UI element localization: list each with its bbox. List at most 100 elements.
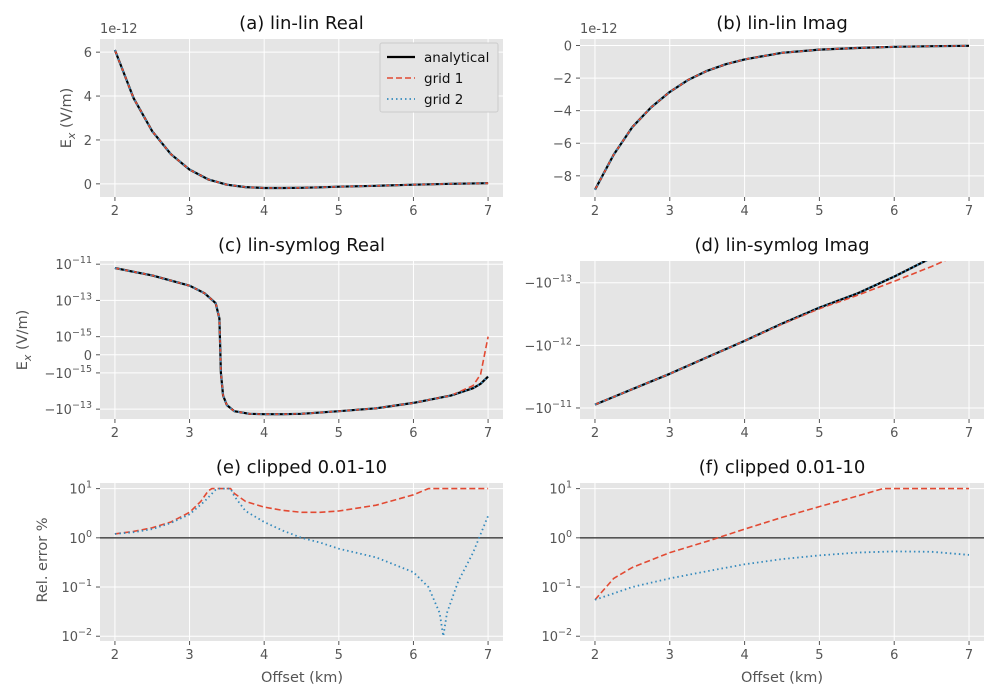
tick-label: −10−13: [525, 274, 573, 292]
xlabel-panel-e: Offset (km): [261, 670, 343, 686]
x-tick-label: 5: [815, 204, 823, 219]
xlabel-panel-f: Offset (km): [741, 670, 823, 686]
series-line-grid2: [594, 44, 970, 191]
x-tick-label: 7: [484, 204, 492, 219]
plot-area: [594, 261, 947, 406]
tick-label: −10−12: [525, 336, 573, 354]
x-tick-label: 2: [591, 426, 599, 441]
tick-label: −6: [553, 137, 572, 152]
panel-e-clipped-rel-error: 2 3 4 5 6 7 10−2 10−1 100 101 (e) clipped 0.01-10: [61, 457, 503, 663]
plot-area: [113, 49, 489, 190]
plot-background: [580, 39, 984, 197]
tick-label: 0: [564, 40, 572, 55]
plot-background: [580, 483, 984, 641]
plot-area: [114, 267, 489, 416]
x-tick-label: 3: [185, 648, 193, 663]
series-line-grid1: [114, 267, 489, 415]
tick-label: −10−15: [45, 364, 93, 382]
tick-label: −4: [553, 105, 572, 120]
tick-label: 10−2: [61, 627, 92, 645]
axis-offset-text: 1e-12: [100, 22, 138, 37]
x-tick-label: 5: [335, 204, 343, 219]
x-tick-label: 3: [185, 204, 193, 219]
tick-label: 10−1: [541, 578, 572, 596]
axis-offset-text: 1e-12: [580, 22, 618, 37]
x-tick-label: 3: [666, 648, 674, 663]
panel-title: (e) clipped 0.01-10: [216, 457, 387, 478]
tick-label: −10−13: [45, 400, 93, 418]
series-line-grid1: [594, 487, 969, 601]
legend-label-grid1: grid 1: [424, 71, 463, 87]
panel-f-clipped-rel-error: 2 3 4 5 6 7 10−2 10−1 100 101 (f) clipped 0.01-10: [541, 457, 984, 663]
x-tick-label: 6: [409, 426, 417, 441]
x-tick-label: 5: [335, 426, 343, 441]
x-tick-label: 3: [185, 426, 193, 441]
tick-label: 100: [549, 529, 572, 547]
tick-label: 4: [84, 90, 92, 105]
plot-area: [594, 44, 970, 191]
x-tick-label: 6: [890, 648, 898, 663]
x-tick-label: 4: [260, 648, 268, 663]
tick-label: −2: [553, 72, 572, 87]
x-tick-label: 5: [815, 426, 823, 441]
plot-background: [100, 261, 503, 419]
plot-area: [580, 487, 984, 601]
panel-d-lin-symlog-imag: 2 3 4 5 6 7 −10−13 −10−12 −10−11 (d) lin-symlog I…: [525, 235, 984, 441]
panel-title: (c) lin-symlog Real: [218, 235, 385, 256]
ylabel-panel-a: Ex (V/m): [59, 88, 78, 149]
panel-title: (b) lin-lin Imag: [716, 13, 848, 34]
plot-area: [100, 487, 503, 638]
panel-title: (a) lin-lin Real: [239, 13, 364, 34]
panel-title: (d) lin-symlog Imag: [694, 235, 869, 256]
x-tick-label: 6: [409, 204, 417, 219]
x-tick-label: 2: [111, 648, 119, 663]
tick-label: 10−11: [55, 255, 92, 273]
series-line-grid1: [114, 487, 489, 535]
ylabel-panel-e: Rel. error %: [35, 517, 51, 602]
legend-label-grid2: grid 2: [424, 92, 463, 108]
tick-label: 6: [84, 46, 92, 61]
x-tick-label: 2: [591, 648, 599, 663]
tick-label: −8: [553, 170, 572, 185]
panel-b-lin-lin-imag: 2 3 4 5 6 7 0 −2 −4 −6 −8 1e-12 (b) lin-lin Imag: [553, 13, 984, 219]
tick-label: 101: [549, 480, 572, 498]
x-tick-label: 5: [815, 648, 823, 663]
tick-label: 10−15: [55, 328, 92, 346]
x-tick-label: 2: [111, 426, 119, 441]
x-tick-label: 3: [666, 426, 674, 441]
tick-label: 101: [69, 480, 92, 498]
ylabel-panel-c: Ex (V/m): [15, 310, 34, 371]
tick-label: 0: [84, 349, 92, 364]
x-tick-label: 4: [260, 204, 268, 219]
tick-label: 0: [84, 178, 92, 193]
tick-label: −10−11: [525, 399, 573, 417]
x-tick-label: 7: [484, 648, 492, 663]
x-tick-label: 6: [890, 426, 898, 441]
legend-label-analytical: analytical: [424, 50, 489, 66]
x-tick-label: 6: [409, 648, 417, 663]
x-tick-label: 7: [484, 426, 492, 441]
x-tick-label: 2: [591, 204, 599, 219]
x-tick-label: 4: [740, 426, 748, 441]
x-tick-label: 7: [965, 426, 973, 441]
panel-title: (f) clipped 0.01-10: [699, 457, 866, 478]
plot-background: [580, 261, 984, 419]
x-tick-label: 2: [111, 204, 119, 219]
tick-label: 100: [69, 529, 92, 547]
tick-label: 10−1: [61, 578, 92, 596]
series-line-grid2: [114, 49, 489, 189]
x-tick-label: 5: [335, 648, 343, 663]
tick-label: 2: [84, 134, 92, 149]
x-tick-label: 7: [965, 648, 973, 663]
tick-label: 10−2: [541, 627, 572, 645]
x-tick-label: 6: [890, 204, 898, 219]
panel-c-lin-symlog-real: 2 3 4 5 6 7 10−11 10−13 10−15 0−10−15 −10−13 (c) li…: [45, 235, 503, 441]
series-line-grid2: [594, 261, 928, 406]
x-tick-label: 7: [965, 204, 973, 219]
series-line-grid2: [114, 487, 489, 638]
plot-background: [100, 483, 503, 641]
tick-label: 10−13: [55, 291, 92, 309]
x-tick-label: 3: [666, 204, 674, 219]
x-tick-label: 4: [740, 648, 748, 663]
